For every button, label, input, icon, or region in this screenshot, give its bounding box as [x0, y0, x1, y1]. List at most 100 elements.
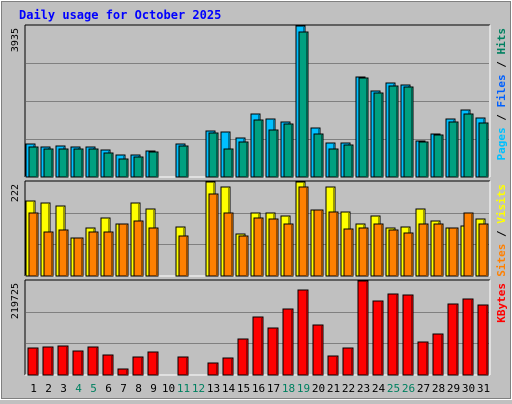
bar-shade [186, 358, 188, 375]
bar-shade [456, 123, 458, 177]
bar-shade [246, 143, 248, 177]
bar-shade [141, 358, 143, 375]
legend-entry: Visits [495, 184, 508, 224]
bar-shade [381, 94, 383, 177]
bar-shade [156, 153, 158, 177]
bar-shade [51, 150, 53, 177]
bar-shade [366, 282, 368, 375]
x-tick-label-day-3: 3 [60, 382, 67, 395]
bar-shade [456, 305, 458, 375]
bar-shade [36, 148, 38, 177]
bar-shade [51, 348, 53, 375]
bar-shade [276, 220, 278, 276]
bar-shade [186, 237, 188, 276]
bar-shade [231, 359, 233, 375]
bar-shade [246, 340, 248, 375]
bar-shade [471, 300, 473, 375]
x-tick-label-day-14: 14 [222, 382, 236, 395]
legend-entry: Sites [495, 244, 508, 277]
bar-shade [336, 213, 338, 276]
panel-top: 3935 Pages / Files / Hits [10, 24, 508, 178]
x-tick-label-day-21: 21 [327, 382, 340, 395]
legend-entry: / [495, 55, 508, 75]
bar-shade [486, 225, 488, 276]
x-tick-label-day-5: 5 [90, 382, 97, 395]
legend-entry: / [495, 224, 508, 244]
panel-middle: 222 Sites / Visits [10, 180, 508, 277]
bar-shade [261, 318, 263, 375]
bar-shade [156, 353, 158, 375]
bar-shade [381, 225, 383, 276]
x-tick-label-day-23: 23 [357, 382, 370, 395]
bar-shade [486, 306, 488, 375]
bar-shade [81, 150, 83, 177]
bar-shade [426, 143, 428, 177]
bar-shade [51, 233, 53, 276]
bar-shade [321, 135, 323, 177]
x-tick-label-day-4: 4 [75, 382, 82, 395]
bar-shade [381, 302, 383, 375]
bar-shade [81, 239, 83, 276]
bar-shade [306, 291, 308, 375]
x-tick-label-day-28: 28 [432, 382, 445, 395]
x-tick-label-day-30: 30 [462, 382, 475, 395]
bar-shade [141, 158, 143, 177]
bar-shade [216, 364, 218, 375]
x-tick-label-day-8: 8 [135, 382, 142, 395]
bar-shade [306, 33, 308, 177]
bar-shade [81, 352, 83, 375]
x-axis-labels: 1 2 3 4 5 6 7 8 9 10 11 12 13 14 15 16 17 18 19 20 21 22 23 24 2… [30, 382, 490, 395]
bar-shade [411, 296, 413, 375]
x-tick-label-day-19: 19 [297, 382, 310, 395]
bar-shade [426, 225, 428, 276]
bar-shade [471, 214, 473, 276]
bar-shade [486, 124, 488, 177]
x-tick-label-day-16: 16 [252, 382, 265, 395]
x-tick-label-day-26: 26 [402, 382, 415, 395]
x-tick-label-day-10: 10 [162, 382, 175, 395]
x-tick-label-day-29: 29 [447, 382, 460, 395]
bar-shade [126, 160, 128, 177]
panel-bottom-max-label: 219725 [10, 283, 21, 319]
legend-entry: Hits [495, 28, 508, 55]
x-tick-label-day-12: 12 [192, 382, 205, 395]
legend-entry: Pages [495, 127, 508, 160]
bar-shade [396, 87, 398, 177]
bar-shade [291, 225, 293, 276]
panel-middle-max-label: 222 [10, 184, 21, 202]
bar-shade [186, 147, 188, 177]
bar-shade [411, 234, 413, 276]
bar-shade [156, 229, 158, 276]
bar-shade [321, 211, 323, 276]
bar-shade [96, 233, 98, 276]
bar-shade [291, 125, 293, 177]
panel-middle-legend: Sites / Visits [495, 184, 508, 277]
bar-shade [111, 154, 113, 177]
bar-shade [216, 134, 218, 177]
panel-top-max-label: 3935 [10, 28, 21, 52]
x-tick-label-day-9: 9 [150, 382, 157, 395]
x-tick-label-day-13: 13 [207, 382, 220, 395]
bar-shade [111, 233, 113, 276]
bar-shade [321, 326, 323, 375]
x-tick-label-day-20: 20 [312, 382, 325, 395]
legend-entry: KBytes [495, 283, 508, 323]
chart-title: Daily usage for October 2025 [19, 8, 221, 22]
bar-shade [336, 357, 338, 375]
panel-top-legend: Pages / Files / Hits [495, 28, 508, 161]
bar-shade [66, 347, 68, 375]
bar-shade [426, 343, 428, 375]
x-tick-label-day-2: 2 [45, 382, 52, 395]
legend-entry: Files [495, 74, 508, 107]
bar-shade [366, 79, 368, 177]
bar-shade [231, 214, 233, 276]
bar-shade [351, 146, 353, 177]
bar-shade [336, 150, 338, 177]
x-tick-label-day-17: 17 [267, 382, 280, 395]
bar-shade [441, 225, 443, 276]
bar-shade [231, 150, 233, 177]
x-tick-label-day-18: 18 [282, 382, 295, 395]
x-tick-label-day-27: 27 [417, 382, 430, 395]
